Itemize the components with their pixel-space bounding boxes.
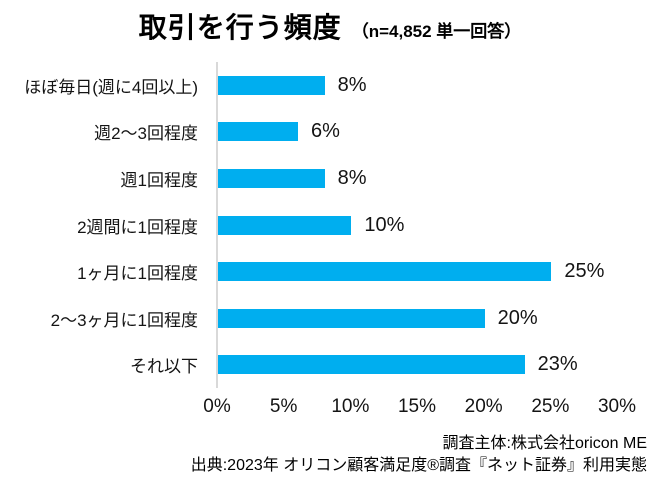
category-label: ほぼ毎日(週に4回以上) <box>24 77 198 97</box>
x-axis: 0% 5% 10% 15% 20% 25% 30% <box>203 396 636 420</box>
category-label: 2週間に1回程度 <box>77 217 198 237</box>
x-tick-label: 30% <box>597 396 637 417</box>
bar <box>218 308 485 328</box>
bar-row: 1ヶ月に1回程度 25% <box>0 248 660 295</box>
bar-row: 週1回程度 8% <box>0 155 660 202</box>
bar-row: それ以下 23% <box>0 341 660 389</box>
x-tick-label: 15% <box>397 396 437 417</box>
x-tick-label: 25% <box>531 396 570 417</box>
category-label: 週2〜3回程度 <box>94 124 198 144</box>
bar <box>218 75 325 95</box>
bar-track: 20% <box>216 294 660 342</box>
source-line-2: 出典:2023年 オリコン顧客満足度®調査『ネット証券』利用実態 <box>190 457 647 474</box>
bar <box>218 355 525 375</box>
source-note: 調査主体:株式会社oricon ME 出典:2023年 オリコン顧客満足度®調査… <box>191 433 647 477</box>
x-tick-label: 5% <box>269 396 298 417</box>
bar-track: 10% <box>216 201 660 249</box>
bar-value-label: 23% <box>537 353 578 376</box>
bar-value-label: 25% <box>564 260 605 283</box>
bar-value-label: 8% <box>337 73 367 96</box>
bar-value-label: 6% <box>311 120 340 143</box>
plot-area: ほぼ毎日(週に4回以上) 8% 週2〜3回程度 6% 週1回程度 8% 2週間に1回程度 10… <box>0 62 660 389</box>
bar-value-label: 10% <box>364 213 405 236</box>
source-line-1: 調査主体:株式会社oricon ME <box>442 435 647 452</box>
bar-track: 8% <box>216 155 660 202</box>
bar <box>218 262 552 282</box>
bar-value-label: 8% <box>337 166 367 189</box>
bar-row: 2週間に1回程度 10% <box>0 201 660 249</box>
category-label: 2〜3ヶ月に1回程度 <box>50 310 198 330</box>
category-label: 1ヶ月に1回程度 <box>77 264 198 284</box>
category-label: それ以下 <box>130 357 198 377</box>
chart-title: 取引を行う頻度 <box>138 12 342 43</box>
bar-row: 2〜3ヶ月に1回程度 20% <box>0 294 660 342</box>
bar-track: 25% <box>216 248 660 295</box>
bar-track: 6% <box>216 108 660 156</box>
bar-value-label: 20% <box>497 306 538 329</box>
bar-track: 8% <box>216 62 660 109</box>
chart-header: 取引を行う頻度 （n=4,852 単一回答） <box>0 6 660 46</box>
x-tick-label: 0% <box>203 396 231 417</box>
bar-row: 週2〜3回程度 6% <box>0 108 660 156</box>
x-tick-label: 20% <box>464 396 503 417</box>
bar-row: ほぼ毎日(週に4回以上) 8% <box>0 62 660 109</box>
category-label: 週1回程度 <box>120 170 198 190</box>
bar <box>218 215 352 235</box>
bar <box>218 168 325 188</box>
x-tick-label: 10% <box>331 396 370 417</box>
chart-sample-size: （n=4,852 単一回答） <box>351 22 522 41</box>
bar-track: 23% <box>216 341 660 389</box>
bar <box>218 122 298 142</box>
